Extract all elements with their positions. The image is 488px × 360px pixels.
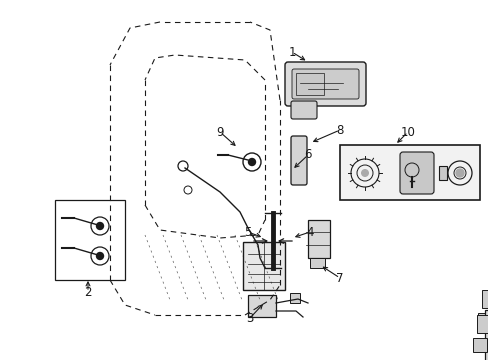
Bar: [247, 295, 275, 317]
Bar: [295, 73, 324, 95]
FancyBboxPatch shape: [290, 136, 306, 185]
Text: 4: 4: [305, 225, 313, 238]
Bar: [484, 310, 488, 360]
Bar: [307, 220, 329, 258]
Text: 9: 9: [216, 126, 224, 139]
Bar: [477, 313, 488, 327]
Text: 1: 1: [287, 45, 295, 58]
Text: 8: 8: [336, 123, 343, 136]
Bar: [55, 200, 125, 280]
Bar: [339, 145, 479, 200]
FancyBboxPatch shape: [243, 242, 285, 290]
Text: 7: 7: [336, 271, 343, 284]
Text: 5: 5: [244, 225, 251, 238]
Bar: [289, 293, 299, 303]
Circle shape: [455, 169, 463, 177]
FancyBboxPatch shape: [290, 101, 316, 119]
Bar: [438, 166, 446, 180]
Bar: [476, 315, 488, 333]
Bar: [481, 290, 488, 308]
Bar: [309, 258, 325, 268]
Text: 2: 2: [84, 285, 92, 298]
Circle shape: [360, 169, 368, 177]
FancyBboxPatch shape: [291, 69, 358, 99]
Circle shape: [96, 222, 103, 230]
Circle shape: [248, 158, 255, 166]
Text: 10: 10: [400, 126, 415, 139]
Circle shape: [96, 252, 103, 260]
FancyBboxPatch shape: [399, 152, 433, 194]
Text: 3: 3: [246, 311, 253, 324]
Text: 6: 6: [304, 148, 311, 162]
Bar: [472, 338, 486, 352]
FancyBboxPatch shape: [285, 62, 365, 106]
